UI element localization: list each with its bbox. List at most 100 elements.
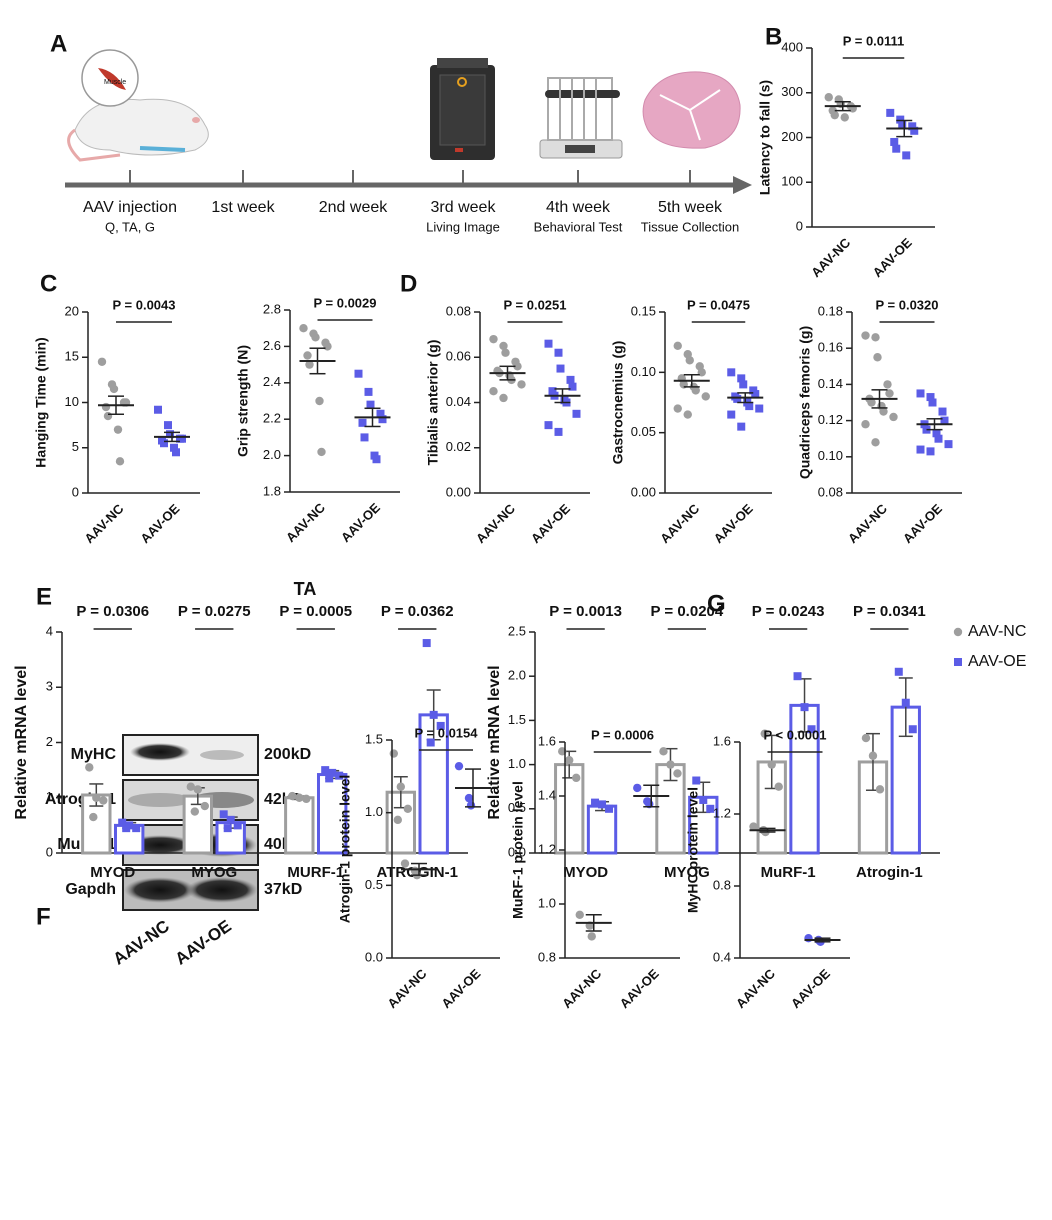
data-point — [358, 418, 367, 427]
data-point — [422, 639, 431, 648]
y-tick-label: 0.12 — [818, 412, 843, 427]
data-point — [299, 324, 308, 333]
rotarod — [539, 77, 623, 159]
y-axis-label: Quadriceps femoris (g) — [797, 326, 813, 479]
data-point — [223, 824, 232, 833]
x-tick-label: MYOG — [664, 864, 710, 881]
x-tick-label: AAV-OE — [788, 966, 833, 1011]
bar — [586, 804, 618, 855]
y-tick-label: 0.10 — [818, 448, 843, 463]
x-tick-label: AAV-NC — [473, 501, 519, 547]
data-point — [109, 384, 119, 394]
panel-label: F — [36, 903, 51, 930]
timeline-label: 1st week — [211, 199, 275, 216]
x-tick-label: AAV-NC — [657, 501, 703, 547]
data-point — [934, 434, 943, 443]
p-value: P = 0.0005 — [279, 603, 352, 620]
data-point — [938, 407, 947, 416]
data-point — [928, 398, 937, 407]
y-axis-label: Relative mRNA level — [486, 665, 503, 819]
timeline-label: 5th week — [658, 199, 723, 216]
y-tick-label: 5 — [72, 439, 79, 454]
data-point — [568, 382, 577, 391]
data-point — [892, 144, 901, 153]
data-point — [916, 389, 925, 398]
lane-label: AAV-NC — [110, 916, 173, 968]
data-point — [166, 430, 174, 439]
data-point — [99, 796, 108, 805]
data-point — [940, 416, 949, 425]
data-point — [896, 115, 905, 124]
p-value: P = 0.0320 — [875, 297, 938, 312]
size-label: 37kD — [264, 881, 302, 898]
data-point — [376, 409, 385, 418]
data-point — [793, 672, 802, 681]
p-value: P = 0.0154 — [414, 725, 478, 740]
data-point — [733, 394, 742, 403]
muscle-label: Muscle — [104, 79, 126, 86]
y-tick-label: 0.14 — [818, 376, 843, 391]
x-tick-label: AAV-NC — [845, 501, 891, 547]
p-value: P = 0.0275 — [178, 603, 251, 620]
y-tick-label: 1.4 — [538, 787, 556, 802]
data-point — [544, 421, 553, 430]
data-point — [883, 380, 892, 389]
data-point — [800, 703, 809, 712]
p-value: P = 0.0006 — [591, 727, 654, 742]
data-point — [566, 375, 575, 384]
data-point — [673, 769, 682, 778]
x-tick-label: AAV-OE — [528, 501, 573, 546]
y-axis-label: Gastrocnemius (g) — [610, 341, 626, 465]
data-point — [885, 389, 894, 398]
y-tick-label: 2.5 — [508, 623, 526, 638]
data-point — [489, 334, 498, 344]
p-value: P = 0.0204 — [651, 603, 724, 620]
data-point — [466, 801, 476, 810]
y-tick-label: 20 — [65, 303, 79, 318]
y-tick-label: 200 — [781, 129, 803, 144]
y-axis-label: MyHC protein level — [685, 787, 701, 913]
x-tick-label: MYOG — [191, 864, 237, 881]
data-point — [824, 93, 833, 102]
data-point — [685, 356, 694, 365]
y-axis-label: Grip strength (N) — [235, 345, 251, 457]
y-tick-label: 0.0 — [365, 949, 383, 964]
legend-label: AAV-OE — [968, 653, 1026, 670]
data-point — [92, 793, 101, 802]
y-tick-label: 2.0 — [263, 447, 281, 462]
data-point — [692, 776, 701, 785]
y-tick-label: 2.6 — [263, 338, 281, 353]
y-tick-label: 0.05 — [631, 424, 656, 439]
data-point — [429, 710, 438, 719]
data-point — [861, 331, 870, 340]
data-point — [683, 410, 692, 419]
panel-label: B — [765, 23, 782, 50]
data-point — [200, 801, 210, 811]
y-tick-label: 2.0 — [508, 668, 526, 683]
data-point — [154, 405, 162, 414]
y-tick-label: 4 — [46, 623, 53, 638]
data-point — [749, 822, 758, 831]
legend-label: AAV-NC — [968, 623, 1026, 640]
data-point — [288, 791, 297, 801]
y-tick-label: 1.2 — [538, 841, 556, 856]
p-value: P = 0.0362 — [381, 603, 454, 620]
x-tick-label: AAV-NC — [283, 500, 329, 546]
y-tick-label: 10 — [65, 394, 79, 409]
data-point — [311, 333, 320, 342]
y-tick-label: 1.2 — [713, 805, 731, 820]
x-tick-label: AAV-NC — [808, 235, 854, 281]
data-point — [926, 393, 935, 402]
y-axis-label: Latency to fall (s) — [757, 80, 773, 195]
data-point — [902, 151, 911, 160]
data-point — [886, 108, 895, 117]
data-point — [830, 110, 839, 120]
data-point — [605, 804, 614, 813]
data-point — [317, 447, 326, 457]
bar — [284, 796, 315, 855]
x-tick-label: Atrogin-1 — [856, 864, 923, 881]
x-tick-label: AAV-NC — [81, 501, 127, 547]
x-tick-label: AAV-OE — [617, 966, 662, 1011]
timeline-label: 4th week — [546, 199, 611, 216]
